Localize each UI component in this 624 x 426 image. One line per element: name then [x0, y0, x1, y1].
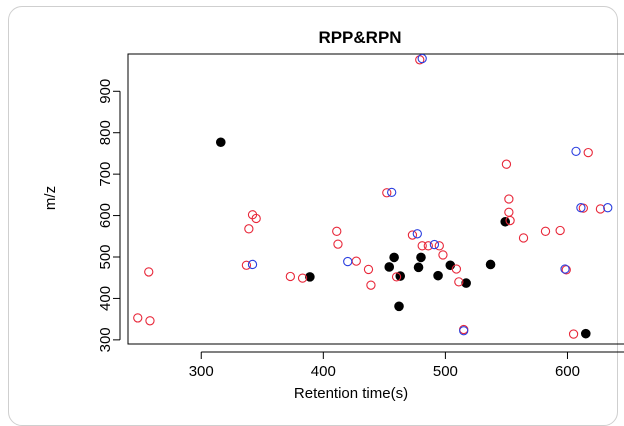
- data-point: [429, 239, 440, 250]
- y-tick-label: 900: [97, 79, 114, 104]
- data-point: [407, 230, 418, 240]
- y-tick-label: 400: [97, 286, 114, 311]
- data-point: [241, 260, 252, 270]
- series-filled-0: [215, 137, 591, 339]
- data-point: [144, 267, 154, 277]
- x-axis-label: Retention time(s): [294, 385, 408, 402]
- data-point: [560, 264, 570, 274]
- data-point: [285, 271, 296, 282]
- data-point: [384, 262, 395, 272]
- data-point: [417, 241, 427, 251]
- x-tick-label: 600: [555, 363, 580, 380]
- data-point: [500, 216, 511, 227]
- data-points: [133, 53, 613, 339]
- data-point: [518, 233, 529, 243]
- data-point: [505, 215, 515, 226]
- data-point: [504, 194, 514, 204]
- y-tick-label: 800: [97, 120, 114, 145]
- data-point: [247, 259, 258, 270]
- data-point: [363, 264, 374, 275]
- data-point: [394, 301, 404, 312]
- x-tick-label: 400: [311, 363, 336, 380]
- data-point: [351, 256, 361, 266]
- data-point: [413, 262, 424, 273]
- data-point: [332, 226, 342, 236]
- data-point: [580, 328, 591, 339]
- data-point: [423, 241, 433, 251]
- data-point: [485, 259, 496, 270]
- data-point: [215, 137, 226, 148]
- y-axis: 300 400 500 600 700 800 900: [97, 79, 121, 352]
- data-point: [382, 188, 392, 198]
- data-point: [501, 159, 512, 169]
- y-tick-label: 700: [97, 162, 114, 187]
- data-point: [540, 226, 551, 236]
- data-point: [561, 265, 571, 275]
- data-point: [461, 278, 471, 288]
- x-tick-label: 500: [433, 363, 458, 380]
- data-point: [387, 187, 397, 198]
- data-point: [412, 229, 422, 239]
- data-point: [416, 252, 426, 263]
- data-point: [133, 313, 143, 323]
- data-point: [451, 264, 462, 274]
- data-point: [391, 272, 402, 282]
- data-point: [434, 241, 444, 251]
- x-tick-label: 300: [189, 363, 214, 380]
- data-point: [438, 250, 448, 260]
- data-point: [603, 203, 613, 213]
- data-point: [504, 207, 514, 217]
- data-point: [415, 55, 425, 65]
- data-point: [433, 270, 443, 281]
- data-point: [333, 239, 343, 249]
- figure-frame: [8, 6, 618, 426]
- y-axis-label: m/z: [42, 186, 59, 210]
- scatter-chart: RPP&RPN 300 400 500 600 700 300 400 500 600 700 8…: [42, 28, 624, 402]
- data-point: [576, 203, 586, 213]
- data-point: [389, 252, 399, 263]
- y-tick-label: 500: [97, 244, 114, 269]
- data-point: [297, 273, 308, 283]
- data-point: [417, 53, 427, 64]
- data-point: [555, 225, 565, 236]
- data-point: [568, 329, 579, 339]
- y-tick-label: 600: [97, 203, 114, 228]
- data-point: [583, 147, 593, 158]
- data-point: [595, 204, 606, 214]
- data-point: [343, 256, 353, 267]
- series-open-2: [247, 53, 613, 336]
- data-point: [251, 213, 261, 224]
- series-open-1: [133, 55, 606, 339]
- y-tick-label: 300: [97, 327, 114, 352]
- data-point: [445, 260, 456, 271]
- data-point: [571, 146, 581, 157]
- data-point: [366, 280, 376, 290]
- plot-area-box: [127, 53, 624, 345]
- data-point: [305, 272, 315, 282]
- data-point: [145, 316, 155, 326]
- data-point: [454, 277, 464, 287]
- data-point: [244, 224, 254, 234]
- chart-title: RPP&RPN: [318, 28, 401, 47]
- data-point: [459, 326, 469, 336]
